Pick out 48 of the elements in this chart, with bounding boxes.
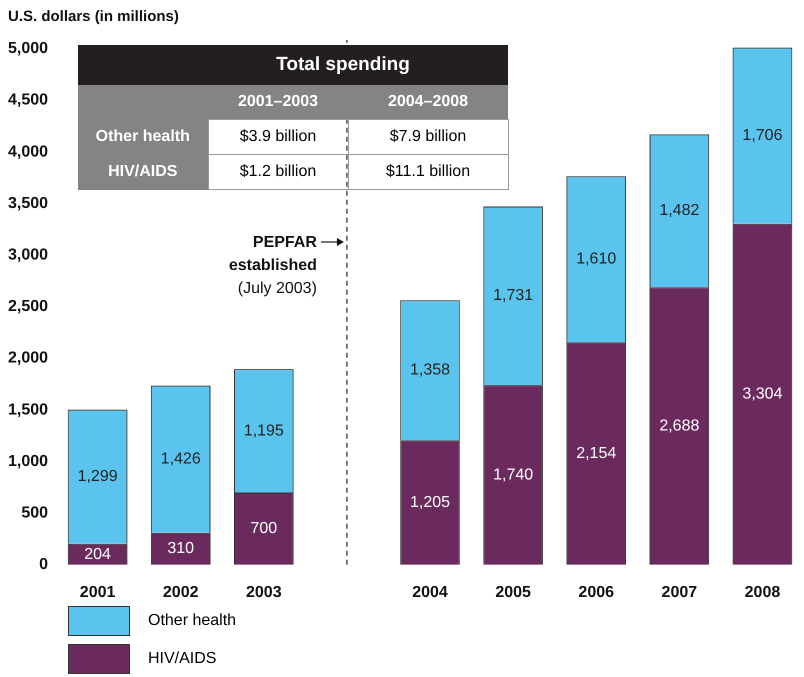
data-label: 1,740 <box>493 466 534 484</box>
y-tick-label: 2,000 <box>8 350 48 367</box>
y-axis-title: U.S. dollars (in millions) <box>8 8 179 25</box>
y-tick-label: 4,500 <box>8 92 48 109</box>
data-label: 310 <box>167 540 194 558</box>
data-label: 2,688 <box>659 417 700 434</box>
data-label: 1,482 <box>659 202 700 220</box>
annotation: 2001–2003 <box>208 85 348 120</box>
data-label: 204 <box>84 546 112 564</box>
data-label: 1,299 <box>78 468 118 486</box>
y-tick-label: 4,000 <box>8 143 48 160</box>
data-label: 1,205 <box>410 494 450 512</box>
data-label: 1,426 <box>160 450 201 468</box>
y-tick-label: 2,500 <box>8 298 48 316</box>
x-tick-label: 2003 <box>246 584 282 601</box>
y-tick-label: 1,000 <box>8 452 48 470</box>
x-tick-label: 2006 <box>578 584 614 601</box>
annotation: Other health <box>78 120 208 154</box>
data-label: 3,304 <box>742 386 783 403</box>
text: PEPFAR established (July 2003) <box>228 234 317 297</box>
data-label: 700 <box>250 520 278 538</box>
legend-label: HIV/AIDS <box>148 650 216 668</box>
data-label: 2,154 <box>576 445 616 462</box>
x-tick-label: 2005 <box>495 584 532 601</box>
annotation: $11.1 billion <box>348 154 508 190</box>
y-tick-label: 3,000 <box>8 246 48 264</box>
x-tick-label: 2007 <box>662 584 698 601</box>
legend-label: Other health <box>148 612 236 630</box>
y-tick-label: 1,500 <box>8 401 48 418</box>
data-label: 1,731 <box>493 287 534 304</box>
data-label: 1,195 <box>244 422 284 440</box>
annotation: HIV/AIDS <box>78 154 208 190</box>
x-tick-label: 2004 <box>412 584 448 601</box>
data-label: 1,706 <box>742 127 783 144</box>
y-tick-label: 3,500 <box>8 194 48 212</box>
y-tick-label: 0 <box>39 556 48 574</box>
x-tick-label: 2001 <box>80 584 116 601</box>
data-label: 1,358 <box>410 362 450 379</box>
annotation: 2004–2008 <box>348 85 508 120</box>
annotation: Total spending <box>78 45 508 85</box>
data-label: 1,610 <box>576 250 616 268</box>
y-tick-label: 500 <box>21 504 48 522</box>
annotation: $1.2 billion <box>208 154 348 190</box>
annotation: $7.9 billion <box>348 120 508 154</box>
x-tick-label: 2008 <box>744 584 780 601</box>
y-tick-label: 5,000 <box>8 40 48 58</box>
x-tick-label: 2002 <box>162 584 199 601</box>
annotation: $3.9 billion <box>208 120 348 154</box>
